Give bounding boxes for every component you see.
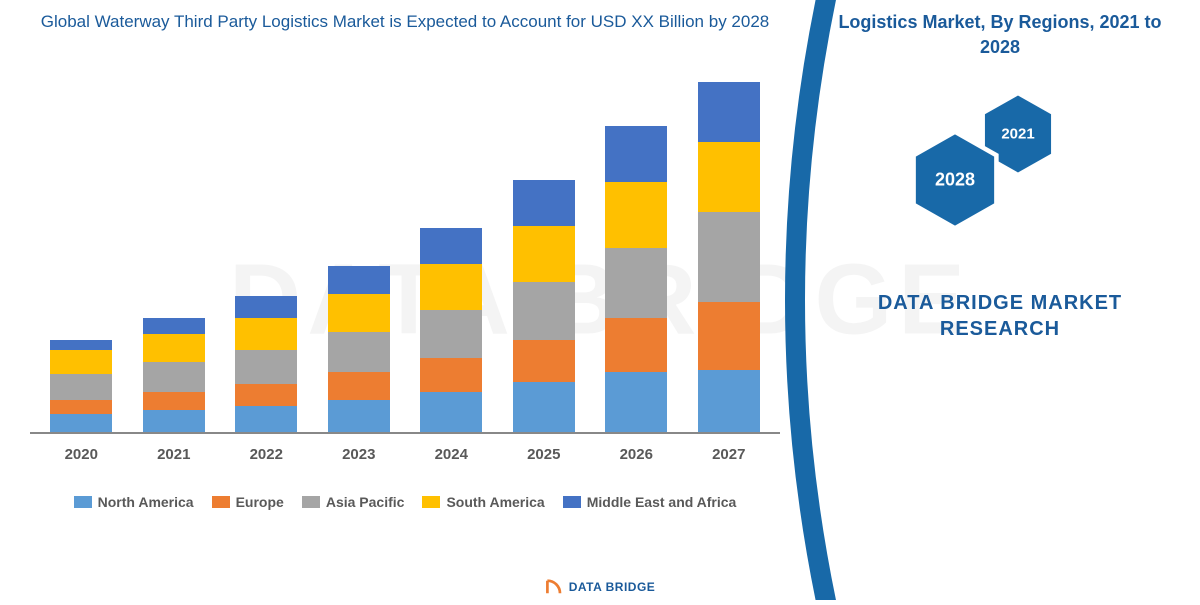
bar-segment	[143, 362, 205, 392]
bar-segment	[235, 406, 297, 432]
bar-segment	[513, 180, 575, 226]
legend-label: South America	[446, 494, 544, 510]
x-axis-label: 2027	[683, 446, 776, 463]
bar-segment	[605, 248, 667, 318]
bar-segment	[328, 372, 390, 400]
bar-segment	[698, 212, 760, 302]
legend-label: North America	[98, 494, 194, 510]
hexagon-front: 2028	[910, 128, 1000, 232]
bar-segment	[143, 334, 205, 362]
legend-label: Asia Pacific	[326, 494, 405, 510]
legend-item: South America	[422, 494, 544, 510]
bar-group	[498, 180, 591, 432]
main-container: DATA BRIDGE Global Waterway Third Party …	[0, 0, 1200, 600]
legend-label: Europe	[236, 494, 284, 510]
bar-segment	[328, 266, 390, 294]
bar-segment	[143, 318, 205, 334]
chart-legend: North America Europe Asia Pacific South Ame…	[30, 494, 780, 510]
footer-logo-text: DATA BRIDGE	[569, 580, 656, 594]
bar-segment	[420, 358, 482, 392]
bar-group	[590, 126, 683, 432]
curve-divider	[770, 0, 890, 600]
bar-segment	[605, 372, 667, 432]
bars-row	[30, 54, 780, 434]
bar-segment	[50, 374, 112, 400]
stacked-bar	[698, 82, 760, 432]
bar-segment	[698, 370, 760, 432]
legend-swatch	[212, 496, 230, 508]
x-axis-label: 2022	[220, 446, 313, 463]
bar-segment	[420, 264, 482, 310]
chart-panel: Global Waterway Third Party Logistics Ma…	[0, 0, 800, 600]
x-axis-label: 2025	[498, 446, 591, 463]
bar-group	[35, 340, 128, 432]
bar-segment	[50, 340, 112, 350]
stacked-bar	[420, 228, 482, 432]
bar-segment	[235, 296, 297, 318]
bar-segment	[143, 392, 205, 410]
bar-segment	[50, 350, 112, 374]
chart-title: Global Waterway Third Party Logistics Ma…	[30, 10, 780, 34]
bar-segment	[605, 126, 667, 182]
bar-segment	[698, 82, 760, 142]
stacked-bar	[328, 266, 390, 432]
stacked-bar	[513, 180, 575, 432]
bar-segment	[328, 332, 390, 372]
x-axis-label: 2021	[128, 446, 221, 463]
legend-item: Europe	[212, 494, 284, 510]
bar-segment	[235, 318, 297, 350]
bar-segment	[235, 350, 297, 384]
bar-segment	[328, 400, 390, 432]
bar-group	[128, 318, 221, 432]
x-axis-label: 2026	[590, 446, 683, 463]
stacked-bar	[50, 340, 112, 432]
footer-logo-icon	[545, 578, 563, 596]
stacked-bar	[143, 318, 205, 432]
bar-segment	[698, 302, 760, 370]
bar-segment	[420, 228, 482, 264]
bar-segment	[513, 382, 575, 432]
legend-label: Middle East and Africa	[587, 494, 737, 510]
bar-segment	[698, 142, 760, 212]
bar-segment	[513, 226, 575, 282]
bar-segment	[235, 384, 297, 406]
stacked-bar	[235, 296, 297, 432]
bar-segment	[605, 318, 667, 372]
legend-item: Asia Pacific	[302, 494, 405, 510]
bar-group	[220, 296, 313, 432]
bar-segment	[513, 340, 575, 382]
legend-swatch	[74, 496, 92, 508]
bar-group	[405, 228, 498, 432]
bar-group	[313, 266, 406, 432]
bar-segment	[420, 310, 482, 358]
bar-segment	[143, 410, 205, 432]
bar-segment	[50, 414, 112, 432]
legend-swatch	[422, 496, 440, 508]
legend-swatch	[302, 496, 320, 508]
bar-segment	[420, 392, 482, 432]
x-axis-label: 2024	[405, 446, 498, 463]
hex-back-label: 2021	[1001, 126, 1034, 143]
bar-segment	[328, 294, 390, 332]
legend-item: Middle East and Africa	[563, 494, 737, 510]
legend-swatch	[563, 496, 581, 508]
x-axis-label: 2020	[35, 446, 128, 463]
x-axis-label: 2023	[313, 446, 406, 463]
bar-group	[683, 82, 776, 432]
x-axis-labels: 20202021202220232024202520262027	[30, 434, 780, 463]
legend-item: North America	[74, 494, 194, 510]
bar-segment	[50, 400, 112, 414]
stacked-bar	[605, 126, 667, 432]
footer-logo: DATA BRIDGE	[545, 578, 656, 596]
bar-segment	[605, 182, 667, 248]
chart-area: 20202021202220232024202520262027	[30, 54, 780, 474]
bar-segment	[513, 282, 575, 340]
hex-front-label: 2028	[935, 170, 975, 191]
